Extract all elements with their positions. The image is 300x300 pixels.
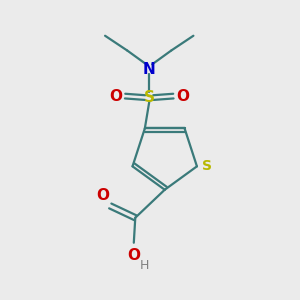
Text: O: O xyxy=(96,188,109,203)
Text: N: N xyxy=(143,62,156,77)
Text: O: O xyxy=(109,88,122,104)
Text: S: S xyxy=(202,159,212,173)
Text: S: S xyxy=(144,90,155,105)
Text: O: O xyxy=(176,88,189,104)
Text: H: H xyxy=(140,259,149,272)
Text: O: O xyxy=(127,248,140,263)
